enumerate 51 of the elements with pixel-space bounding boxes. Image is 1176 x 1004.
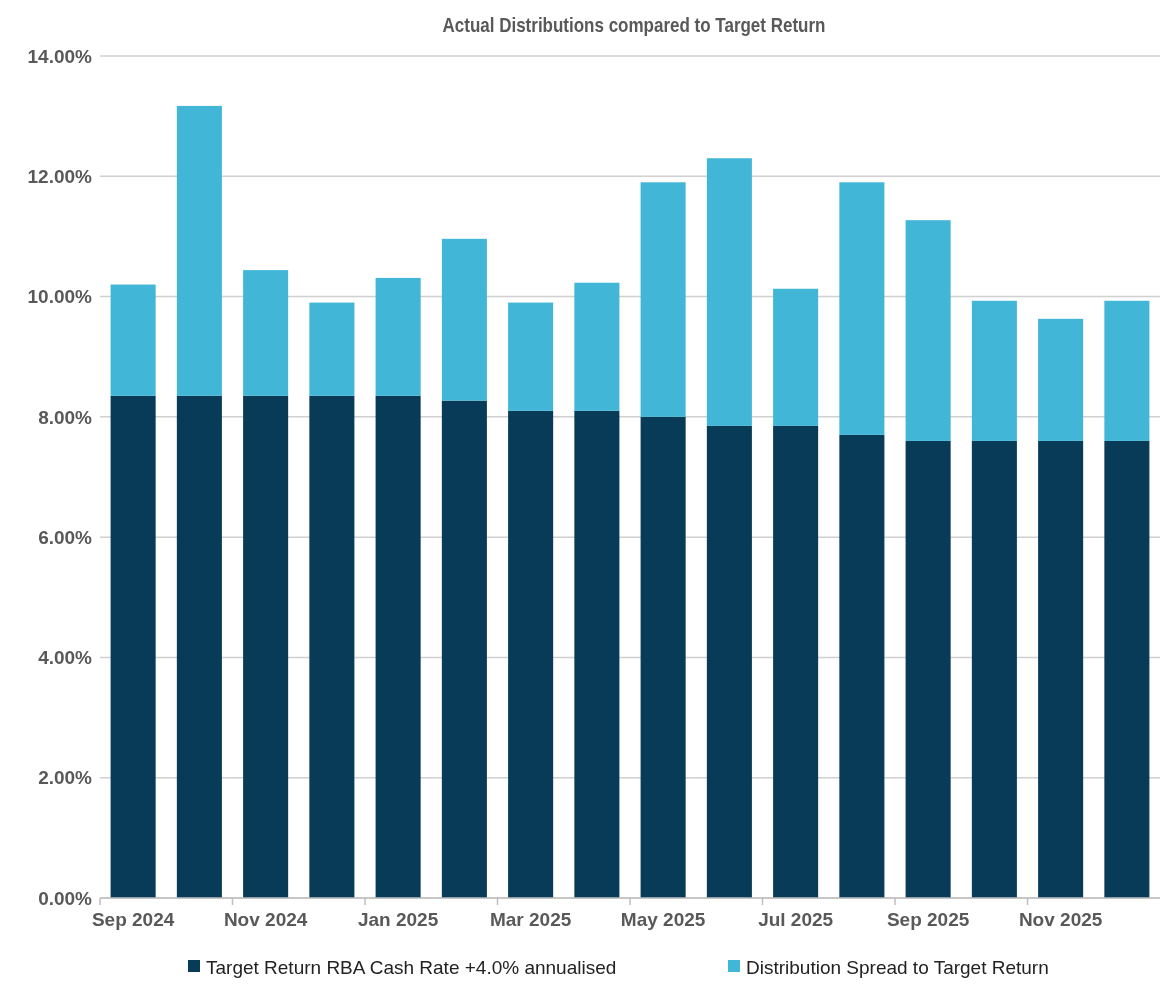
bar: [706, 425, 752, 898]
legend-label: Target Return RBA Cash Rate +4.0% annualised: [206, 956, 617, 978]
chart-title: Actual Distributions compared to Target Return: [442, 13, 826, 37]
bar: [309, 302, 355, 396]
bar: [508, 410, 554, 898]
y-tick-label: 4.00%: [38, 647, 93, 669]
bar: [309, 395, 355, 898]
bar: [640, 416, 686, 898]
bar: [375, 395, 421, 898]
bar: [706, 158, 752, 426]
bar: [243, 270, 289, 396]
y-tick-label: 10.00%: [27, 286, 93, 308]
legend-label: Distribution Spread to Target Return: [746, 956, 1049, 978]
bar: [441, 238, 487, 401]
bar: [110, 284, 156, 396]
bar: [971, 440, 1017, 898]
bar: [773, 288, 819, 426]
bar: [839, 434, 885, 898]
y-tick-label: 2.00%: [38, 767, 93, 789]
bar: [1038, 318, 1084, 441]
bar: [773, 425, 819, 898]
bar: [1104, 300, 1150, 441]
x-tick-label: May 2025: [620, 909, 706, 930]
y-tick-label: 8.00%: [38, 406, 93, 428]
y-tick-label: 6.00%: [38, 526, 93, 548]
bar: [441, 400, 487, 898]
bar: [1104, 440, 1150, 898]
x-tick-label: Nov 2025: [1018, 909, 1103, 930]
y-tick-label: 14.00%: [27, 45, 93, 67]
bar: [1038, 440, 1084, 898]
y-tick-label: 0.00%: [38, 887, 93, 909]
bar: [508, 302, 554, 411]
bar: [176, 105, 222, 396]
x-tick-label: Sep 2025: [886, 909, 970, 930]
y-tick-label: 12.00%: [27, 165, 93, 187]
bar: [971, 300, 1017, 441]
bar: [839, 182, 885, 435]
bar: [574, 410, 620, 898]
x-tick-label: Sep 2024: [91, 909, 175, 930]
bar: [243, 395, 289, 898]
bar: [375, 277, 421, 396]
bar: [640, 182, 686, 417]
x-tick-label: Nov 2024: [223, 909, 308, 930]
x-tick-label: Jul 2025: [758, 909, 834, 930]
x-tick-label: Jan 2025: [357, 909, 439, 930]
bar: [905, 440, 951, 898]
bar: [110, 395, 156, 898]
x-tick-label: Mar 2025: [489, 909, 572, 930]
bar: [574, 282, 620, 411]
bar: [905, 220, 951, 441]
bar: [176, 395, 222, 898]
